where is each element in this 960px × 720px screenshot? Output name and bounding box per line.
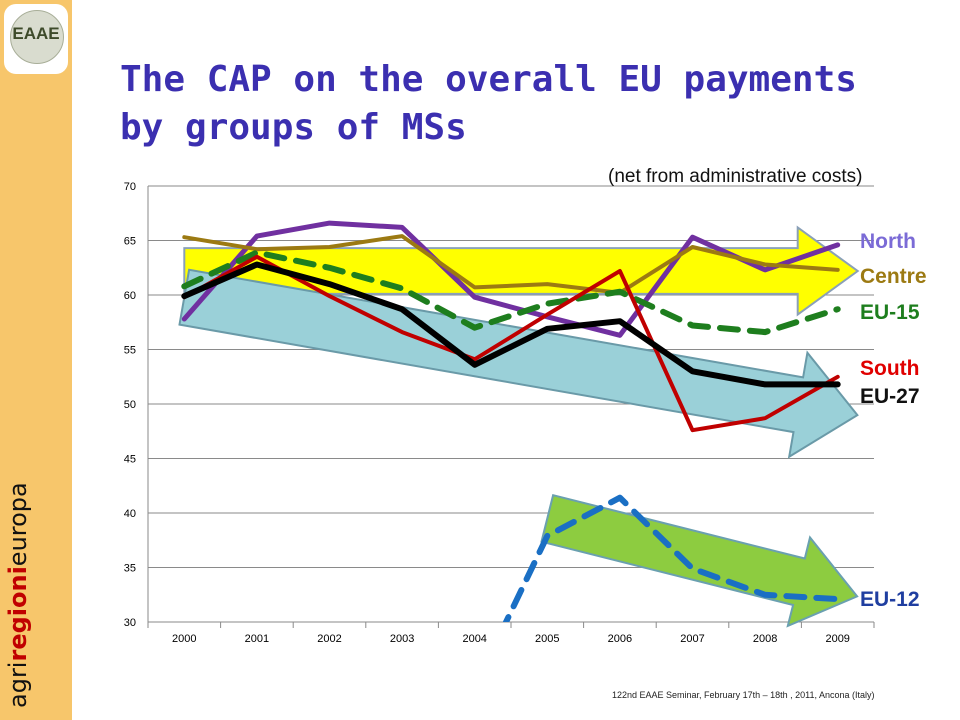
series-line-eu-15 — [181, 249, 841, 336]
y-tick-label: 65 — [124, 236, 136, 248]
series-line-north — [181, 220, 841, 338]
footer-note: 122nd EAAE Seminar, February 17th – 18th… — [612, 690, 875, 700]
x-tick-label: 2007 — [680, 633, 704, 645]
y-tick-label: 45 — [124, 454, 136, 466]
globe-icon — [10, 10, 64, 64]
x-tick-label: 2004 — [462, 633, 486, 645]
series-line-eu-27 — [181, 261, 841, 388]
series-label-south: South — [860, 357, 919, 380]
y-tick-label: 60 — [124, 290, 136, 302]
x-tick-label: 2003 — [390, 633, 414, 645]
trend-arrow — [540, 493, 859, 628]
y-tick-label: 50 — [124, 399, 136, 411]
y-tick-label: 30 — [124, 617, 136, 629]
x-tick-label: 2002 — [317, 633, 341, 645]
sidebar-band: EAAE agriregionieuropa — [0, 0, 72, 720]
logo-text: EAAE — [12, 24, 60, 43]
series-label-eu-12: EU-12 — [860, 588, 920, 611]
x-tick-label: 2008 — [753, 633, 777, 645]
slide-title: The CAP on the overall EU payments by gr… — [120, 59, 857, 148]
x-tick-label: 2000 — [172, 633, 196, 645]
y-tick-label: 35 — [124, 563, 136, 575]
series-group — [181, 220, 841, 622]
series-label-eu-15: EU-15 — [860, 301, 920, 324]
x-tick-label: 2005 — [535, 633, 559, 645]
series-label-north: North — [860, 230, 916, 253]
y-tick-label: 40 — [124, 508, 136, 520]
series-label-centre: Centre — [860, 265, 927, 288]
chart-subtitle: (net from administrative costs) — [608, 166, 863, 187]
x-tick-label: 2001 — [245, 633, 269, 645]
trend-arrow — [178, 268, 859, 459]
series-line-centre — [182, 234, 840, 295]
series-line-eu-12 — [502, 494, 841, 622]
y-tick-label: 70 — [124, 181, 136, 193]
x-tick-label: 2009 — [825, 633, 849, 645]
x-tick-label: 2006 — [608, 633, 632, 645]
series-label-eu-27: EU-27 — [860, 385, 920, 408]
y-tick-label: 55 — [124, 345, 136, 357]
eaae-logo: EAAE — [4, 4, 68, 74]
